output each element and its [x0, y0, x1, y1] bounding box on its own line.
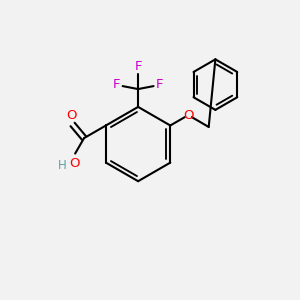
Text: O: O — [69, 157, 80, 169]
Text: F: F — [134, 60, 142, 73]
Text: F: F — [156, 78, 164, 92]
Text: O: O — [183, 109, 194, 122]
Text: F: F — [113, 78, 120, 92]
Text: O: O — [66, 110, 77, 122]
Text: H: H — [58, 159, 67, 172]
